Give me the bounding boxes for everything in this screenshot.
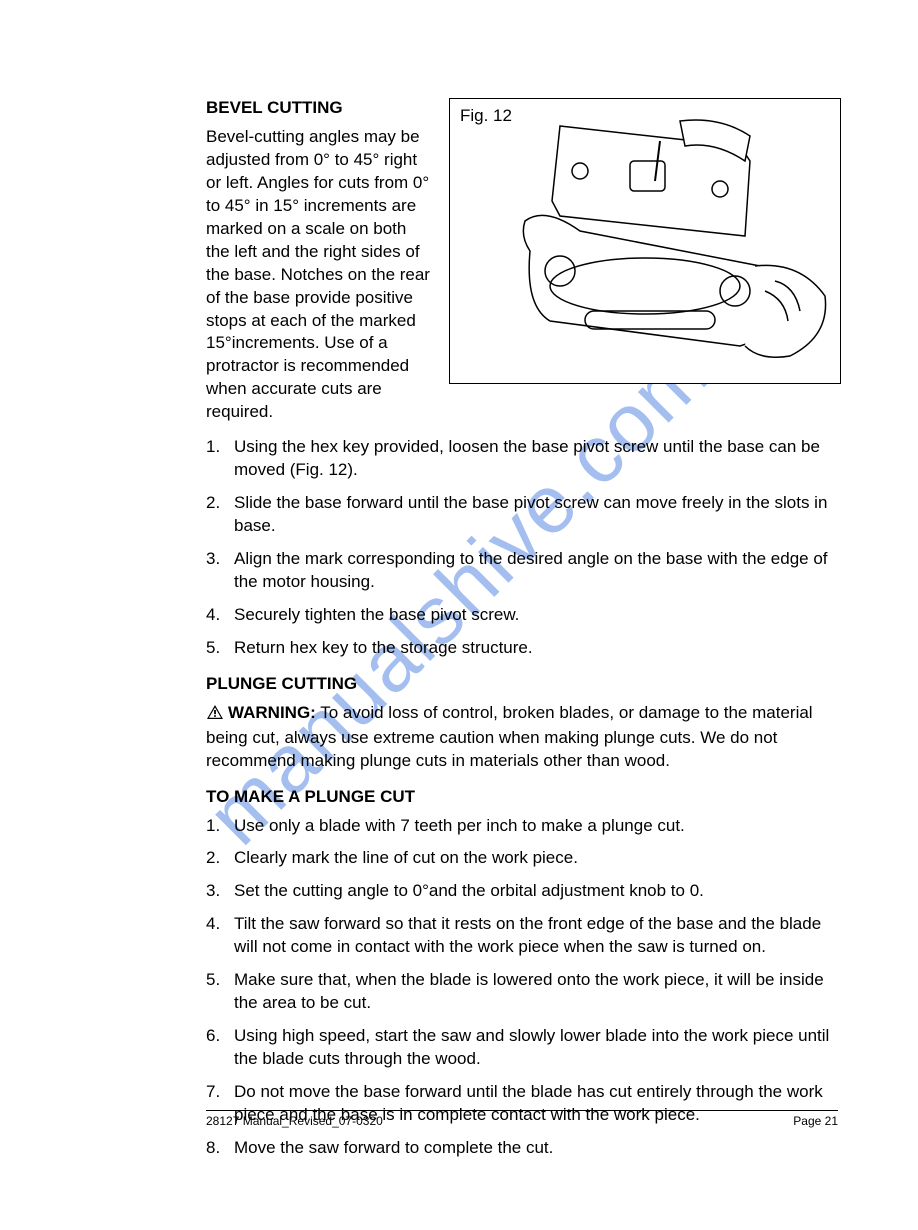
list-item: Move the saw forward to complete the cut…	[206, 1137, 838, 1160]
list-item: Securely tighten the base pivot screw.	[206, 604, 838, 627]
page-content: BEVEL CUTTING Bevel-cutting angles may b…	[206, 98, 838, 1160]
list-item: Align the mark corresponding to the desi…	[206, 548, 838, 594]
list-item: Make sure that, when the blade is lowere…	[206, 969, 838, 1015]
list-item: Using high speed, start the saw and slow…	[206, 1025, 838, 1071]
jigsaw-illustration	[490, 109, 830, 373]
figure-12: Fig. 12	[449, 98, 841, 384]
list-item: Do not move the base forward until the b…	[206, 1081, 838, 1127]
list-item: Using the hex key provided, loosen the b…	[206, 436, 838, 482]
list-item: Use only a blade with 7 teeth per inch t…	[206, 815, 838, 838]
list-item: Return hex key to the storage structure.	[206, 637, 838, 660]
list-item: Slide the base forward until the base pi…	[206, 492, 838, 538]
bevel-intro: Bevel-cutting angles may be adjusted fro…	[206, 126, 431, 424]
plunge-cut-steps: Use only a blade with 7 teeth per inch t…	[206, 815, 838, 1160]
plunge-heading: PLUNGE CUTTING	[206, 674, 838, 694]
plunge-warning: WARNING: To avoid loss of control, broke…	[206, 702, 838, 773]
list-item: Tilt the saw forward so that it rests on…	[206, 913, 838, 959]
warning-label: WARNING:	[228, 703, 316, 722]
warning-triangle-icon	[206, 704, 224, 727]
list-item: Set the cutting angle to 0°and the orbit…	[206, 880, 838, 903]
bevel-steps: Using the hex key provided, loosen the b…	[206, 436, 838, 660]
plunge-cut-heading: TO MAKE A PLUNGE CUT	[206, 787, 838, 807]
list-item: Clearly mark the line of cut on the work…	[206, 847, 838, 870]
bevel-heading: BEVEL CUTTING	[206, 98, 431, 118]
